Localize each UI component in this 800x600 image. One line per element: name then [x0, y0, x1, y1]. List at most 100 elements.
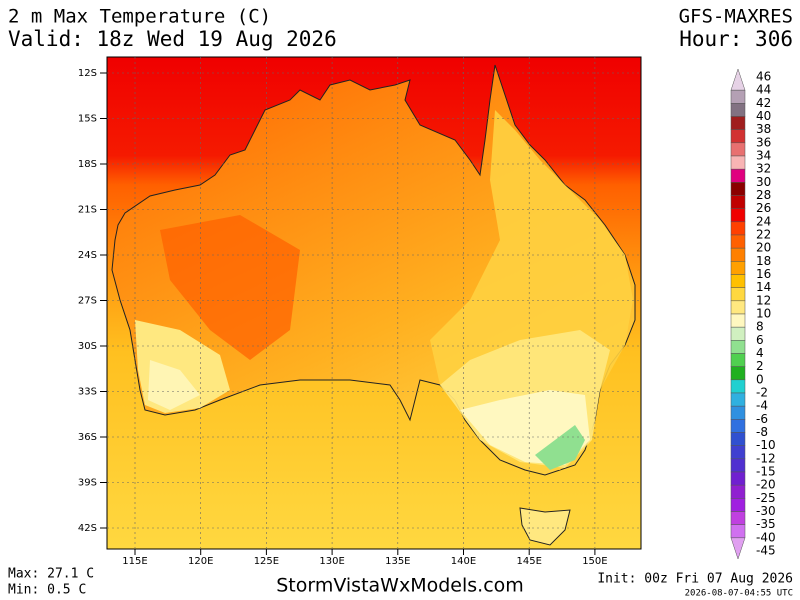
colorbar-label: 40	[756, 109, 771, 123]
colorbar-swatch	[730, 326, 746, 341]
colorbar-label: 4	[756, 346, 764, 360]
colorbar-label: 10	[756, 307, 771, 321]
colorbar-label: 16	[756, 267, 771, 281]
colorbar-label: -45	[756, 544, 776, 558]
model-name: GFS-MAXRES	[679, 6, 793, 28]
colorbar-label: -6	[756, 412, 768, 426]
lat-label: 27S	[78, 296, 97, 307]
tasmania	[519, 507, 571, 546]
lat-label: 18S	[78, 159, 97, 170]
colorbar-label: 30	[756, 175, 771, 189]
colorbar-label: -12	[756, 451, 776, 465]
lon-label: 130E	[319, 556, 344, 567]
map-title: 2 m Max Temperature (C)	[8, 6, 271, 28]
min-value: Min: 0.5 C	[8, 583, 86, 598]
colorbar-swatch	[730, 498, 746, 512]
colorbar-label: 28	[756, 188, 771, 202]
lat-label: 39S	[78, 478, 97, 489]
lat-label: 24S	[78, 250, 97, 261]
colorbar-swatch	[730, 274, 746, 288]
colorbar-swatch	[730, 208, 746, 223]
colorbar-label: -4	[756, 399, 768, 413]
colorbar-swatch	[730, 155, 746, 170]
colorbar-label: 12	[756, 293, 771, 307]
max-value: Max: 27.1 C	[8, 567, 94, 582]
lon-label: 150E	[582, 556, 607, 567]
lon-label: 135E	[385, 556, 410, 567]
colorbar-swatch	[730, 142, 746, 157]
colorbar-swatch	[730, 405, 746, 420]
colorbar-swatch	[730, 103, 746, 117]
colorbar: 4644424038363432302826242220181614121086…	[730, 68, 776, 560]
colorbar-swatch	[730, 287, 746, 302]
colorbar-swatch	[730, 511, 746, 525]
colorbar-label: 32	[756, 162, 771, 176]
green-region	[535, 425, 585, 470]
colorbar-swatch	[730, 89, 746, 104]
lon-label: 115E	[122, 556, 147, 567]
forecast-hour: Hour: 306	[679, 27, 793, 51]
colorbar-label: -2	[756, 386, 768, 400]
colorbar-label: 8	[756, 320, 764, 334]
colorbar-label: 20	[756, 241, 771, 255]
hot-interior	[160, 215, 300, 360]
colorbar-swatch	[730, 313, 746, 328]
lon-label: 145E	[516, 556, 541, 567]
colorbar-label: 46	[756, 70, 771, 84]
southwest-cool	[148, 360, 200, 410]
colorbar-label: 0	[756, 372, 764, 386]
colorbar-label: 14	[756, 280, 771, 294]
colorbar-label: 24	[756, 214, 771, 228]
colorbar-swatch	[730, 221, 746, 236]
colorbar-label: -35	[756, 517, 776, 531]
colorbar-swatch	[730, 366, 746, 381]
colorbar-label: 44	[756, 83, 771, 97]
lon-label: 140E	[451, 556, 476, 567]
colorbar-swatch	[730, 379, 746, 394]
colorbar-swatch	[730, 116, 746, 130]
colorbar-cap	[730, 537, 746, 560]
colorbar-label: 26	[756, 201, 771, 215]
colorbar-swatch	[730, 300, 746, 315]
lon-label: 120E	[188, 556, 213, 567]
colorbar-swatch	[730, 340, 746, 354]
website: StormVistaWxModels.com	[276, 575, 524, 597]
colorbar-swatch	[730, 419, 746, 433]
lat-label: 21S	[78, 205, 97, 216]
lat-label: 15S	[78, 114, 97, 125]
colorbar-swatch	[730, 261, 746, 275]
lat-label: 36S	[78, 432, 97, 443]
colorbar-label: 6	[756, 333, 764, 347]
colorbar-label: 34	[756, 149, 771, 163]
lat-label: 42S	[78, 523, 97, 534]
lat-label: 12S	[78, 68, 97, 79]
colorbar-swatch	[730, 234, 746, 249]
colorbar-label: -25	[756, 491, 776, 505]
colorbar-swatch	[730, 471, 746, 486]
lon-label: 125E	[254, 556, 279, 567]
map-frame	[106, 56, 642, 550]
colorbar-label: -15	[756, 465, 776, 479]
colorbar-label: -40	[756, 530, 776, 544]
colorbar-swatch	[730, 458, 746, 473]
colorbar-label: 18	[756, 254, 771, 268]
map-field	[107, 57, 641, 549]
valid-time: Valid: 18z Wed 19 Aug 2026	[8, 27, 337, 51]
colorbar-swatch	[730, 432, 746, 446]
colorbar-swatch	[730, 182, 746, 196]
init-time: Init: 00z Fri 07 Aug 2026	[597, 572, 793, 587]
colorbar-swatch	[730, 524, 746, 539]
colorbar-label: -20	[756, 478, 776, 492]
colorbar-label: 36	[756, 135, 771, 149]
colorbar-label: -8	[756, 425, 768, 439]
colorbar-swatch	[730, 168, 746, 183]
colorbar-swatch	[730, 392, 746, 407]
colorbar-label: -30	[756, 504, 776, 518]
lat-label: 30S	[78, 341, 97, 352]
colorbar-label: 42	[756, 96, 771, 110]
timestamp: 2026-08-07-04:55 UTC	[685, 589, 793, 599]
colorbar-swatch	[730, 484, 746, 499]
colorbar-swatch	[730, 445, 746, 460]
colorbar-swatch	[730, 129, 746, 144]
